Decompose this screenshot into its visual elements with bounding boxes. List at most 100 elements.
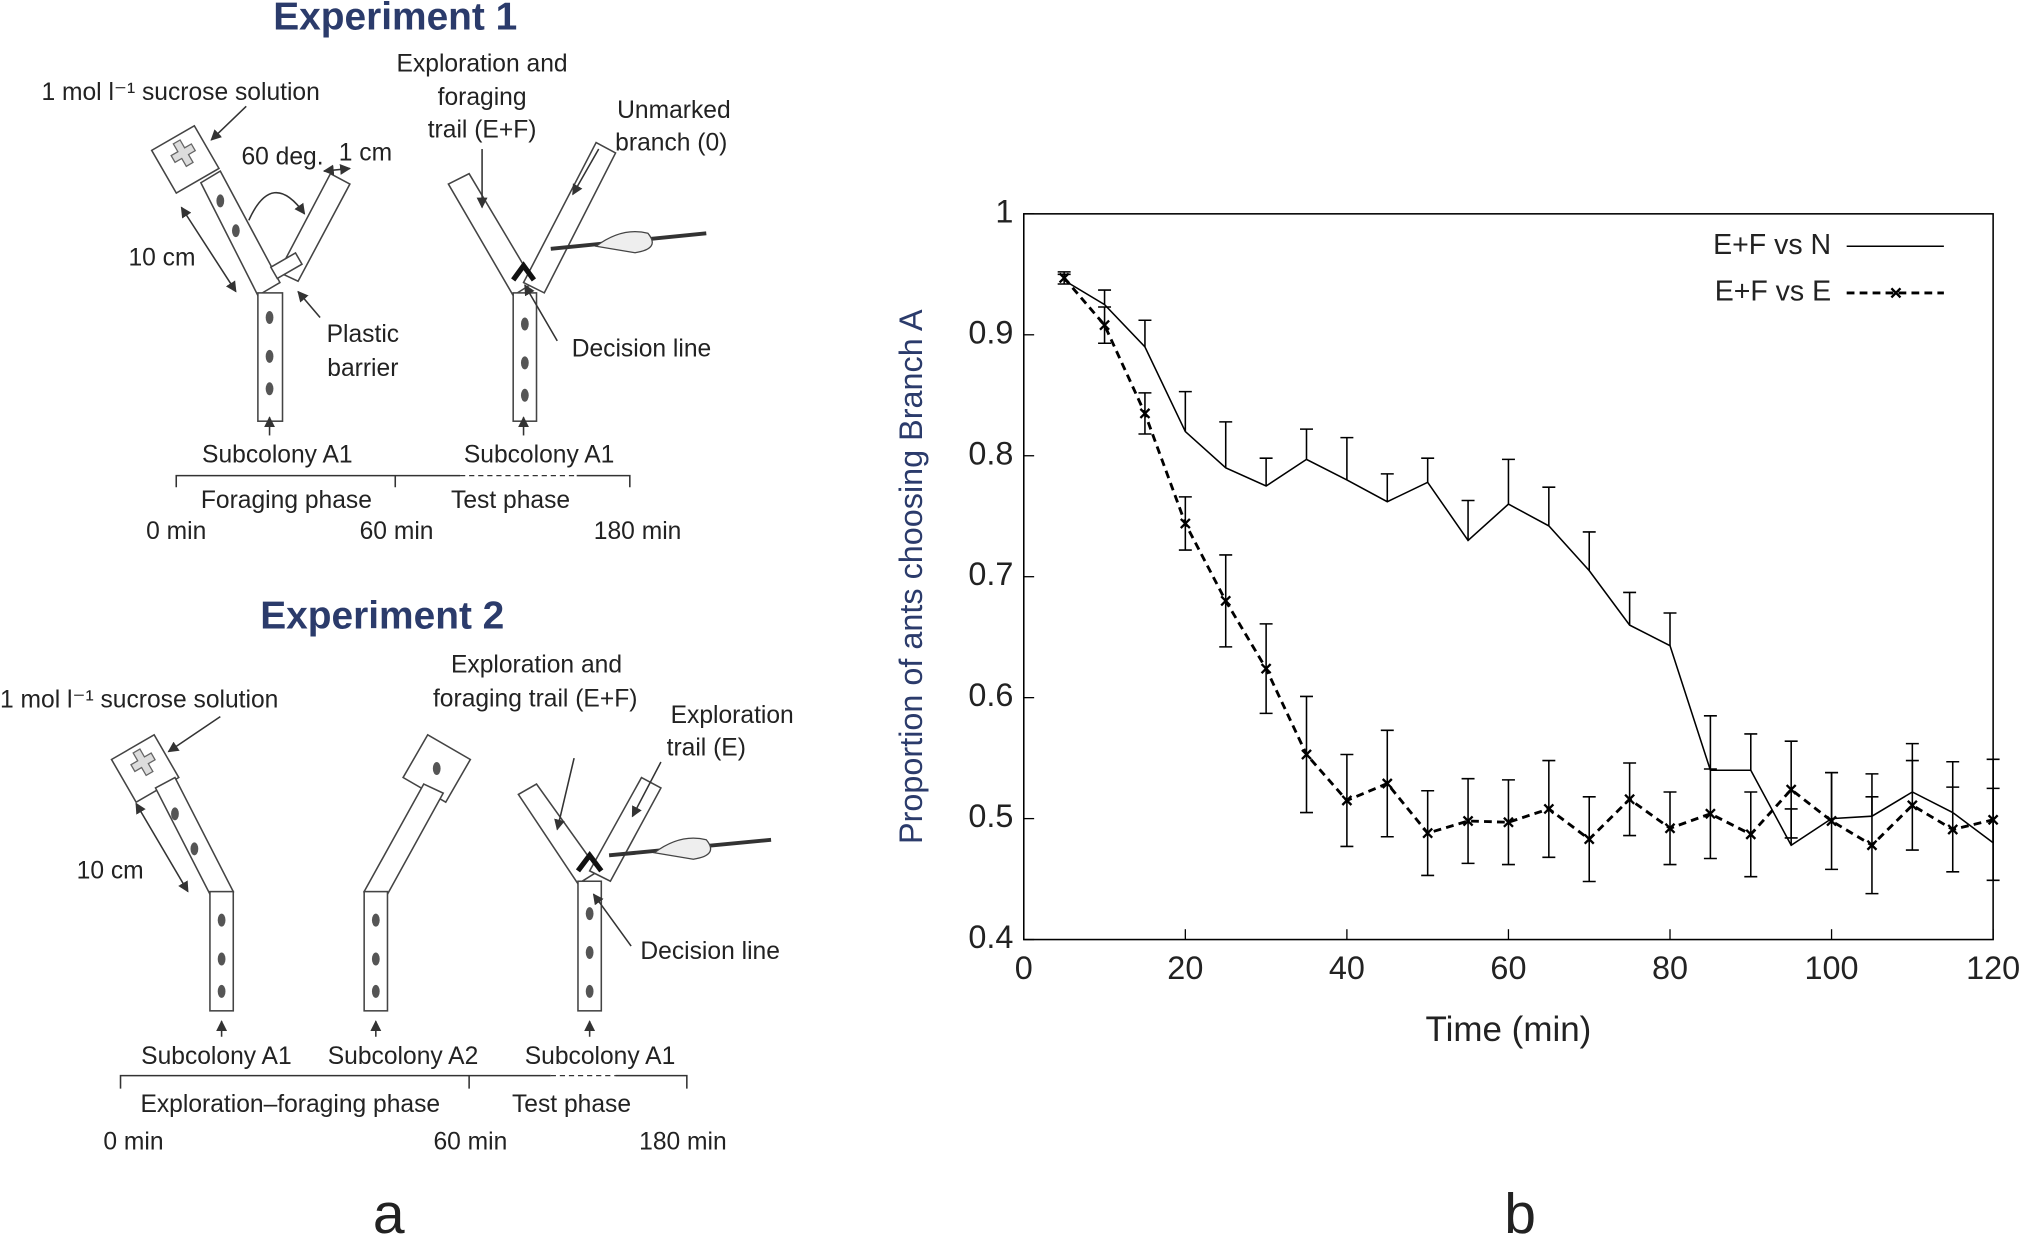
label: Decision line <box>572 335 712 362</box>
label: Plastic <box>327 321 399 348</box>
diagram-shapes <box>110 716 772 1089</box>
marker <box>1906 799 1918 811</box>
label: 1 mol l⁻¹ sucrose solution <box>0 687 278 714</box>
error-bar <box>1421 457 1435 483</box>
error-bar <box>1098 289 1112 305</box>
label: 180 min <box>594 518 682 545</box>
x-tick-label: 0 <box>1015 950 1033 986</box>
y-tick-label: 0.5 <box>968 798 1013 834</box>
error-bar <box>1542 486 1556 526</box>
label: 60 deg. <box>241 144 323 171</box>
label: Subcolony A2 <box>328 1043 479 1070</box>
label: Exploration–foraging phase <box>140 1091 440 1118</box>
label: barrier <box>327 355 398 382</box>
label: 10 cm <box>128 245 195 272</box>
label: Test phase <box>512 1091 631 1118</box>
marker <box>1341 795 1353 806</box>
label: 180 min <box>639 1129 727 1156</box>
error-bar <box>1178 390 1192 432</box>
marker <box>1381 778 1393 789</box>
error-bar <box>1582 531 1596 571</box>
error-bar <box>1340 436 1354 480</box>
panel-label: b <box>1504 1182 1536 1246</box>
marker <box>1462 815 1474 827</box>
y-tick-label: 0.4 <box>968 919 1013 955</box>
marker <box>1705 808 1716 820</box>
marker <box>1624 793 1635 805</box>
label: Unmarked <box>617 97 731 124</box>
experiment-title: Experiment 2 <box>260 594 504 637</box>
legend-label: E+F vs E <box>1715 275 1831 307</box>
panel-a: Experiment 1 1 mol l⁻¹ sucrose solution … <box>0 0 794 1246</box>
legend-label: E+F vs N <box>1713 229 1831 261</box>
error-bar <box>1259 457 1273 486</box>
series-line <box>1063 277 1994 848</box>
y-axis-label: Proportion of ants choosing Branch A <box>893 309 929 844</box>
error-bar <box>1138 319 1152 347</box>
label: 1 cm <box>339 140 392 167</box>
label: Subcolony A1 <box>202 442 353 469</box>
label: branch (0) <box>615 129 727 156</box>
label: 60 min <box>360 518 434 545</box>
y-tick-label: 0.7 <box>968 556 1013 592</box>
chart: 0.4 0.5 0.6 0.7 0.8 0.9 1 0 20 40 60 80 100 120 Time (… <box>893 193 2020 1048</box>
label: Exploration and <box>451 652 622 679</box>
error-bar <box>1703 715 1717 771</box>
marker <box>1099 319 1110 331</box>
series-line <box>1063 279 1994 847</box>
label: Subcolony A1 <box>525 1043 676 1070</box>
error-bar <box>1663 612 1677 646</box>
y-tick-label: 0.6 <box>968 677 1013 713</box>
x-tick-label: 120 <box>1966 950 2020 986</box>
x-tick-label: 80 <box>1652 950 1688 986</box>
marker <box>1220 595 1232 607</box>
label: Subcolony A1 <box>141 1043 292 1070</box>
panel-label: a <box>373 1182 405 1246</box>
marker <box>1543 803 1555 815</box>
label: Exploration <box>671 702 794 729</box>
y-tick-label: 0.8 <box>968 435 1013 471</box>
label: trail (E) <box>667 735 746 762</box>
marker <box>1745 828 1757 840</box>
label: Foraging phase <box>201 487 372 514</box>
error-bar <box>1501 458 1515 505</box>
marker <box>1947 824 1959 835</box>
marker <box>1139 408 1151 419</box>
legend-marker <box>1890 287 1902 299</box>
label: Decision line <box>640 938 780 965</box>
label: foraging <box>438 84 527 111</box>
marker <box>1664 822 1676 834</box>
x-tick-label: 60 <box>1490 950 1526 986</box>
error-bar <box>1219 421 1233 468</box>
error-bar <box>1380 473 1394 502</box>
error-bar <box>1623 591 1637 626</box>
marker <box>1503 816 1514 828</box>
diagram-shapes <box>150 105 707 488</box>
error-bar <box>1461 499 1475 541</box>
error-bar <box>1744 733 1758 771</box>
y-tick-label: 0.9 <box>968 314 1013 350</box>
label: Test phase <box>451 487 570 514</box>
label: 10 cm <box>77 858 144 885</box>
marker <box>1785 784 1797 795</box>
marker <box>1583 833 1595 845</box>
marker <box>1866 839 1878 851</box>
marker <box>1260 663 1272 674</box>
label: foraging trail (E+F) <box>433 685 637 712</box>
marker <box>1826 815 1837 827</box>
experiment-title: Experiment 1 <box>273 0 517 39</box>
label: 0 min <box>146 518 206 545</box>
label: 0 min <box>103 1129 163 1156</box>
label: trail (E+F) <box>428 116 537 143</box>
marker <box>1422 827 1434 839</box>
x-tick-label: 100 <box>1805 950 1859 986</box>
x-tick-label: 20 <box>1167 950 1203 986</box>
marker <box>1301 749 1312 760</box>
label: Subcolony A1 <box>464 442 615 469</box>
label: Exploration and <box>397 50 568 77</box>
marker <box>1058 272 1070 284</box>
marker <box>1179 518 1191 529</box>
x-axis-label: Time (min) <box>1426 1010 1592 1049</box>
y-tick-label: 1 <box>995 193 1013 229</box>
